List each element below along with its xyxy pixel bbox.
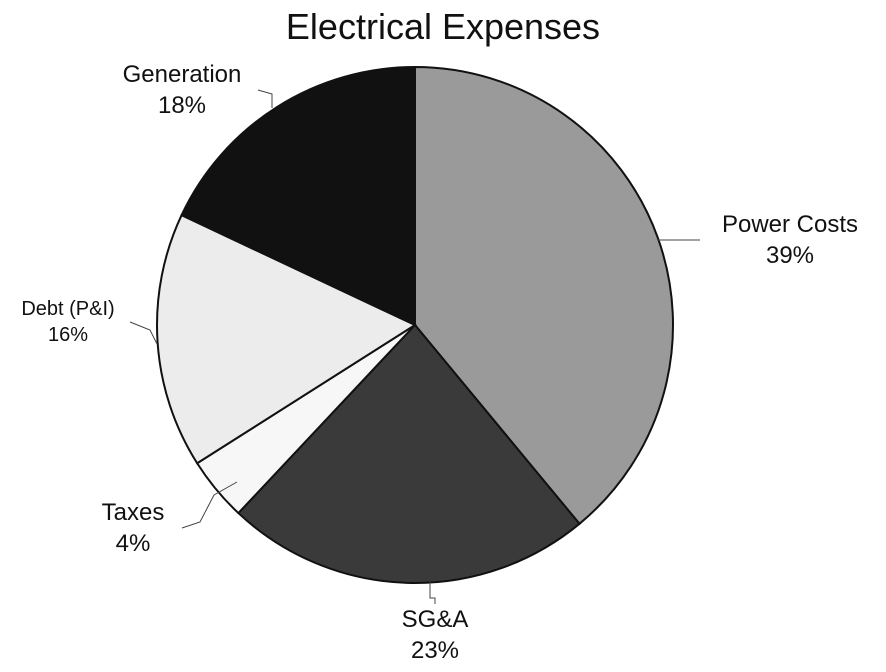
slice-percent-debt-p-i: 16% [48,324,88,346]
pie-slice-generation [180,65,416,327]
slice-percent-taxes: 4% [116,530,151,557]
slice-label-power-costs: Power Costs [722,211,858,238]
chart-title: Electrical Expenses [285,6,601,47]
slice-label-generation: Generation [123,61,242,88]
pie-slice-power-costs [414,65,674,526]
leader-line-debt-p-i [129,321,158,345]
leader-line-sg-a [429,582,436,604]
slice-label-debt-p-i: Debt (P&I) [21,298,114,320]
pie-slice-sg-a [236,323,581,584]
slice-percent-sg-a: 23% [411,637,459,664]
slice-percent-generation: 18% [158,92,206,119]
slice-label-sg-a: SG&A [402,606,469,633]
pie-slice-debt-p-i [156,213,418,465]
leader-line-generation [257,89,273,108]
slice-label-taxes: Taxes [102,499,165,526]
leader-line-taxes [181,481,238,529]
slice-percent-power-costs: 39% [766,242,814,269]
